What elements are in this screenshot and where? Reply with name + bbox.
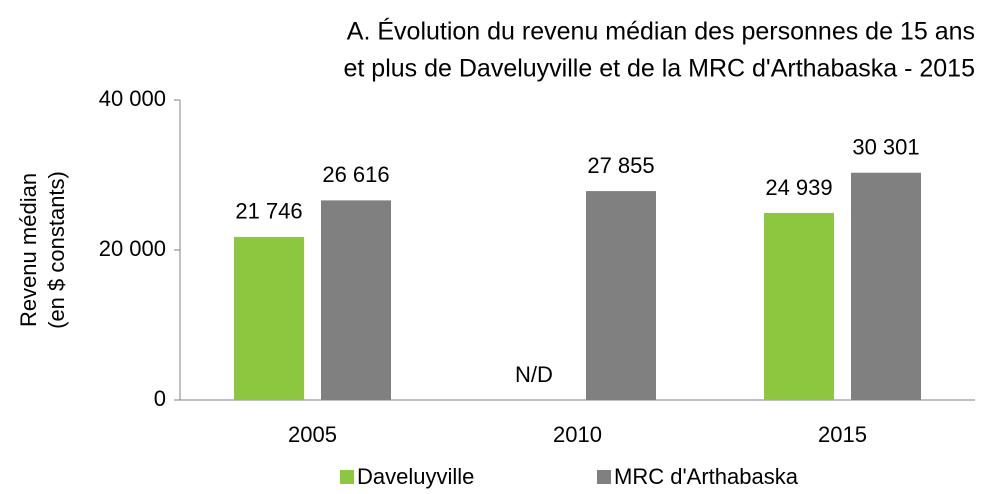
legend-swatch [340,470,354,484]
legend-swatch [597,470,611,484]
legend-label: MRC d'Arthabaska [614,464,799,489]
bar [764,212,834,400]
data-label: 27 855 [587,153,654,178]
data-label: 21 746 [235,199,302,224]
y-tick-label: 0 [154,386,166,411]
data-label: 30 301 [852,135,919,160]
x-tick-label: 2015 [818,422,867,447]
bar [234,236,304,400]
data-label: N/D [515,362,553,387]
x-tick-label: 2010 [553,422,602,447]
bar [321,200,391,400]
bar [586,191,656,400]
x-tick-label: 2005 [288,422,337,447]
y-tick-label: 40 000 [99,86,166,111]
legend-label: Daveluyville [357,464,474,489]
chart-title: A. Évolution du revenu médian des person… [347,17,975,46]
y-axis-label: Revenu médian (en $ constants) [16,171,69,329]
y-tick-label: 20 000 [99,236,166,261]
y-axis-label-line: (en $ constants) [44,171,69,329]
bar [851,172,921,400]
chart-title: et plus de Daveluyville et de la MRC d'A… [344,55,976,83]
data-label: 24 939 [765,175,832,200]
y-axis-label-line: Revenu médian [16,173,41,327]
data-label: 26 616 [322,162,389,187]
